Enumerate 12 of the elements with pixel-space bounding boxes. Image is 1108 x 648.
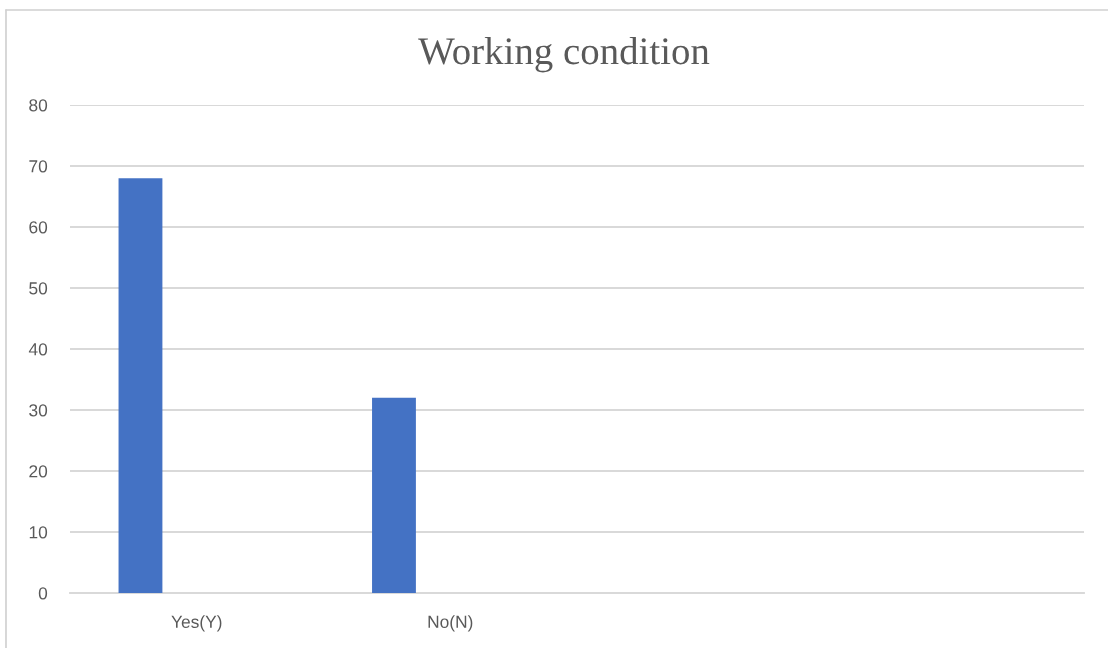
chart-title: Working condition [418,37,710,73]
y-tick-label: 0 [38,587,48,600]
x-tick-label: No(N) [428,615,473,632]
y-tick-label: 80 [29,99,48,112]
y-tick-label: 60 [29,221,48,234]
y-tick-label: 30 [29,404,48,417]
y-tick-label: 10 [29,526,48,539]
x-tick-label: Yes(Y) [171,615,222,632]
y-tick-label: 40 [28,343,48,356]
y-tick-label: 20 [29,465,48,478]
y-tick-label: 70 [29,160,48,173]
y-tick-label: 50 [29,282,48,295]
